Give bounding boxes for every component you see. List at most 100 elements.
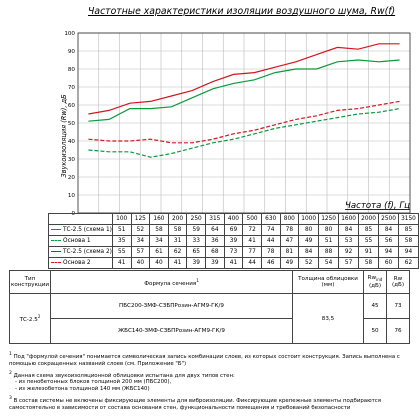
frequency-cell: 1600 [338, 213, 360, 225]
construction-table: Тип конструкции Формула сечения1 Толщина… [9, 270, 410, 344]
footnotes: 1 Под "формулой сечения" понимается симв… [9, 352, 411, 415]
x-axis-label: Частота (f), Гц [345, 201, 410, 211]
value-cell: 85 [398, 224, 419, 236]
value-cell: 94 [398, 246, 419, 258]
formula-cell: ЖБС140-ЗМФ-СЗБПРозин-АГМ9-ГК/9 [50, 318, 293, 344]
thickness-header: Толщина облицовки (мм) [292, 270, 364, 294]
frequency-cell: 250 [186, 213, 207, 225]
value-cell: 33 [186, 235, 207, 247]
value-cell: 34 [130, 235, 151, 247]
formula-cell: ПБС200-ЗМФ-СЗБПРозин-АГМ9-ГК/9 [50, 293, 293, 319]
value-cell: 61 [149, 246, 169, 258]
value-cell: 80 [318, 224, 340, 236]
frequency-cell: 800 [279, 213, 300, 225]
value-cell: 60 [378, 257, 399, 269]
series-legend-cell: Основа 1 [48, 235, 113, 247]
legend-swatch [51, 251, 61, 252]
value-cell: 39 [223, 235, 244, 247]
legend-swatch [51, 229, 61, 230]
value-cell: 55 [111, 246, 132, 258]
value-cell: 49 [279, 257, 300, 269]
formula-header: Формула сечения1 [50, 270, 293, 294]
value-cell: 52 [130, 224, 151, 236]
value-cell: 74 [260, 224, 281, 236]
value-cell: 58 [149, 224, 169, 236]
series-legend-cell: ТС-2.5 (схема 1) [48, 224, 113, 236]
value-cell: 88 [318, 246, 340, 258]
y-tick-label: 80 [68, 67, 76, 73]
legend-swatch [51, 240, 61, 241]
value-cell: 72 [242, 224, 262, 236]
table-row: Основа 1 35 34 34 31 33 36 39 41 44 47 49 51 53 55 56 58 [48, 235, 419, 247]
rw-header: Rw (дБ) [386, 270, 410, 294]
footnote-1: 1 Под "формулой сечения" понимается симв… [9, 352, 400, 367]
frequency-cell: 100 [111, 213, 132, 225]
value-cell: 41 [167, 257, 188, 269]
footnote-3: 3 В состав системы не включены фиксирующ… [9, 396, 381, 411]
footnote-2-item: - из железобетона толщиной 140 мм (ЖБС14… [15, 386, 150, 393]
value-cell: 78 [260, 246, 281, 258]
frequency-cell: 315 [205, 213, 225, 225]
value-cell: 81 [279, 246, 300, 258]
value-cell: 35 [111, 235, 132, 247]
chart-title: Частотные характеристики изоляции воздуш… [88, 6, 396, 17]
chart-data-table: 100 125 160 200 250 315 400 500 630 800 1000 1250 16… [48, 213, 419, 269]
type-cell: ТС-2.52 [9, 293, 51, 344]
value-cell: 41 [111, 257, 132, 269]
series-legend-cell: Основа 2 [48, 257, 113, 269]
value-cell: 40 [130, 257, 151, 269]
series-line [88, 100, 400, 144]
value-cell: 62 [167, 246, 188, 258]
value-cell: 73 [223, 246, 244, 258]
value-cell: 56 [378, 235, 399, 247]
rw-cell: 76 [386, 318, 410, 344]
value-cell: 65 [186, 246, 207, 258]
frequency-cell: 1250 [318, 213, 340, 225]
y-tick-label: 70 [68, 85, 76, 91]
table-corner [48, 213, 113, 225]
series-line [88, 59, 400, 122]
value-cell: 85 [358, 224, 380, 236]
value-cell: 47 [279, 235, 300, 247]
footnote-2: 2 Данная схема звукоизоляционной облицов… [9, 370, 235, 379]
value-cell: 44 [260, 235, 281, 247]
y-tick-label: 10 [68, 193, 76, 199]
y-tick-label: 20 [68, 175, 76, 181]
rw-ind-cell: 45 [363, 293, 387, 319]
value-cell: 34 [149, 235, 169, 247]
footnote-2-item: - из пенобетонных блоков толщиной 200 мм… [15, 379, 172, 386]
value-cell: 41 [242, 235, 262, 247]
type-header: Тип конструкции [9, 270, 51, 294]
y-axis-label: Звукоизоляция (Rw), дБ [60, 94, 68, 178]
value-cell: 77 [242, 246, 262, 258]
table-row: ТС-2.5 (схема 1) 51 52 58 58 59 64 69 72 74 78 80 80… [48, 224, 419, 236]
y-tick-label: 40 [68, 139, 76, 145]
rw-ind-header: Rwind (дБ) [363, 270, 387, 294]
value-cell: 55 [358, 235, 380, 247]
value-cell: 41 [223, 257, 244, 269]
frequency-cell: 200 [167, 213, 188, 225]
series-legend-cell: ТС-2.5 (схема 2) [48, 246, 113, 258]
value-cell: 57 [338, 257, 360, 269]
value-cell: 51 [111, 224, 132, 236]
value-cell: 57 [130, 246, 151, 258]
value-cell: 92 [338, 246, 360, 258]
series-line [88, 108, 400, 158]
value-cell: 52 [298, 257, 320, 269]
value-cell: 31 [167, 235, 188, 247]
series-lines [88, 43, 400, 158]
frequency-cell: 400 [223, 213, 244, 225]
value-cell: 39 [186, 257, 207, 269]
value-cell: 54 [318, 257, 340, 269]
value-cell: 62 [398, 257, 419, 269]
value-cell: 58 [358, 257, 380, 269]
value-cell: 94 [378, 246, 399, 258]
value-cell: 68 [205, 246, 225, 258]
value-cell: 36 [205, 235, 225, 247]
frequency-cell: 3150 [398, 213, 419, 225]
value-cell: 64 [205, 224, 225, 236]
value-cell: 46 [260, 257, 281, 269]
frequency-cell: 630 [260, 213, 281, 225]
value-cell: 49 [298, 235, 320, 247]
